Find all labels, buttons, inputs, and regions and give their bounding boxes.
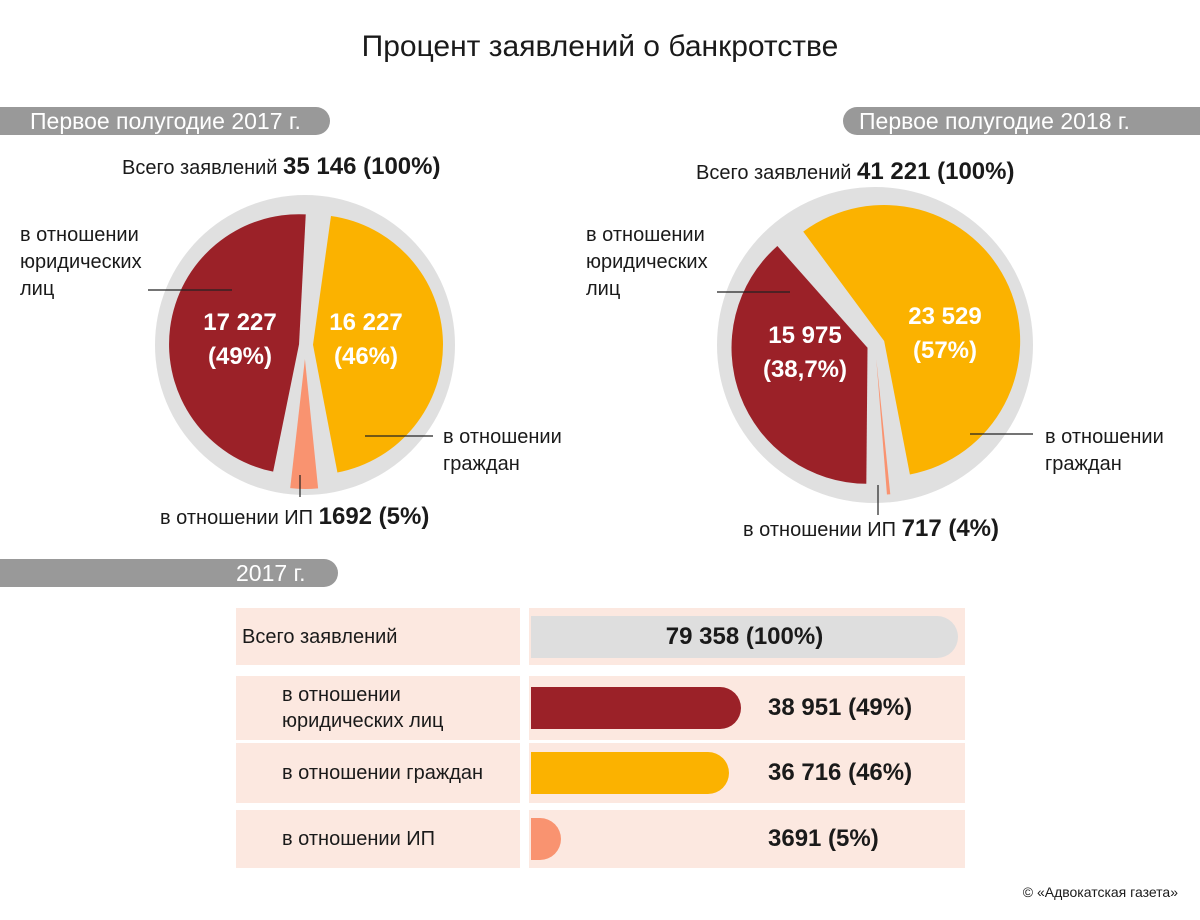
- bar-value-ip: 3691 (5%): [768, 825, 879, 852]
- slice-citizens-value-2017: 16 227: [329, 309, 402, 336]
- total-label: Всего заявлений: [696, 162, 852, 184]
- period-label-2017-h1: Первое полугодие 2017 г.: [0, 107, 330, 135]
- pie-slice-ip-2018: [876, 358, 891, 495]
- row-label-total: Всего заявлений: [242, 625, 398, 648]
- bar-cell-ip: [529, 810, 965, 868]
- row-label-cell-ip: в отношении ИП: [236, 810, 520, 868]
- pie-slice-legal-2018: [731, 245, 868, 484]
- row-label-ip: в отношении ИП: [282, 828, 436, 850]
- ip-label: в отношении ИП: [160, 507, 314, 529]
- bar-value-citizens: 36 716 (46%): [768, 759, 913, 786]
- bar-value-total: 79 358 (100%): [665, 622, 824, 650]
- total-2018-h1: Всего заявлений 41 221 (100%): [696, 158, 1014, 186]
- pie-slice-ip-2017: [290, 358, 319, 489]
- ip-total-2017: в отношении ИП 1692 (5%): [160, 503, 429, 531]
- pie-slice-citizens-2017: [312, 216, 443, 473]
- row-label-cell-citizens: в отношении граждан: [236, 743, 520, 803]
- page-title: Процент заявлений о банкротстве: [361, 30, 839, 63]
- ip-label: в отношении ИП: [743, 519, 897, 541]
- bar-citizens: [531, 752, 729, 794]
- slice-legal-value-2017: 17 227: [203, 309, 276, 336]
- row-label-citizens: в отношении граждан: [282, 762, 484, 784]
- row-label-cell-legal: в отношении юридических лиц: [236, 676, 520, 740]
- slice-citizens-percent-2017: (46%): [334, 343, 398, 370]
- pie-slice-legal-2017: [169, 214, 306, 472]
- credit: © «Адвокатская газета»: [1022, 884, 1178, 900]
- total-value: 41 221 (100%): [857, 158, 1015, 185]
- bar-legal: [531, 687, 741, 729]
- slice-citizens-value-2018: 23 529: [908, 303, 981, 330]
- total-label: Всего заявлений: [122, 157, 278, 179]
- pie-slice-citizens-2018: [803, 204, 1021, 475]
- ip-value: 1692 (5%): [318, 503, 430, 530]
- bar-value-legal: 38 951 (49%): [768, 694, 913, 721]
- period-label-2018-h1: Первое полугодие 2018 г.: [843, 107, 1200, 135]
- slice-legal-percent-2017: (49%): [208, 343, 272, 370]
- slice-legal-percent-2018: (38,7%): [763, 356, 847, 383]
- citizens-label-2017: в отношении граждан: [443, 426, 562, 475]
- legal-label-2018: в отношении юридических лиц: [586, 224, 708, 300]
- ip-value: 717 (4%): [901, 515, 1000, 542]
- citizens-label-2018: в отношении граждан: [1045, 426, 1164, 475]
- pie-charts: 17 227 (49%) 16 227 (46%) 15 975 (38,7%)…: [148, 187, 1033, 515]
- total-2017-h1: Всего заявлений 35 146 (100%): [122, 153, 440, 181]
- period-label-2017: 2017 г.: [0, 559, 338, 587]
- ip-total-2018: в отношении ИП 717 (4%): [743, 515, 999, 543]
- slice-legal-value-2018: 15 975: [768, 322, 841, 349]
- row-label-legal: в отношении юридических лиц: [282, 684, 444, 732]
- bar-total: [531, 615, 958, 658]
- slice-citizens-percent-2018: (57%): [913, 337, 977, 364]
- total-value: 35 146 (100%): [283, 153, 441, 180]
- legal-label-2017: в отношении юридических лиц: [20, 224, 142, 300]
- row-label-cell-total: Всего заявлений: [236, 608, 520, 665]
